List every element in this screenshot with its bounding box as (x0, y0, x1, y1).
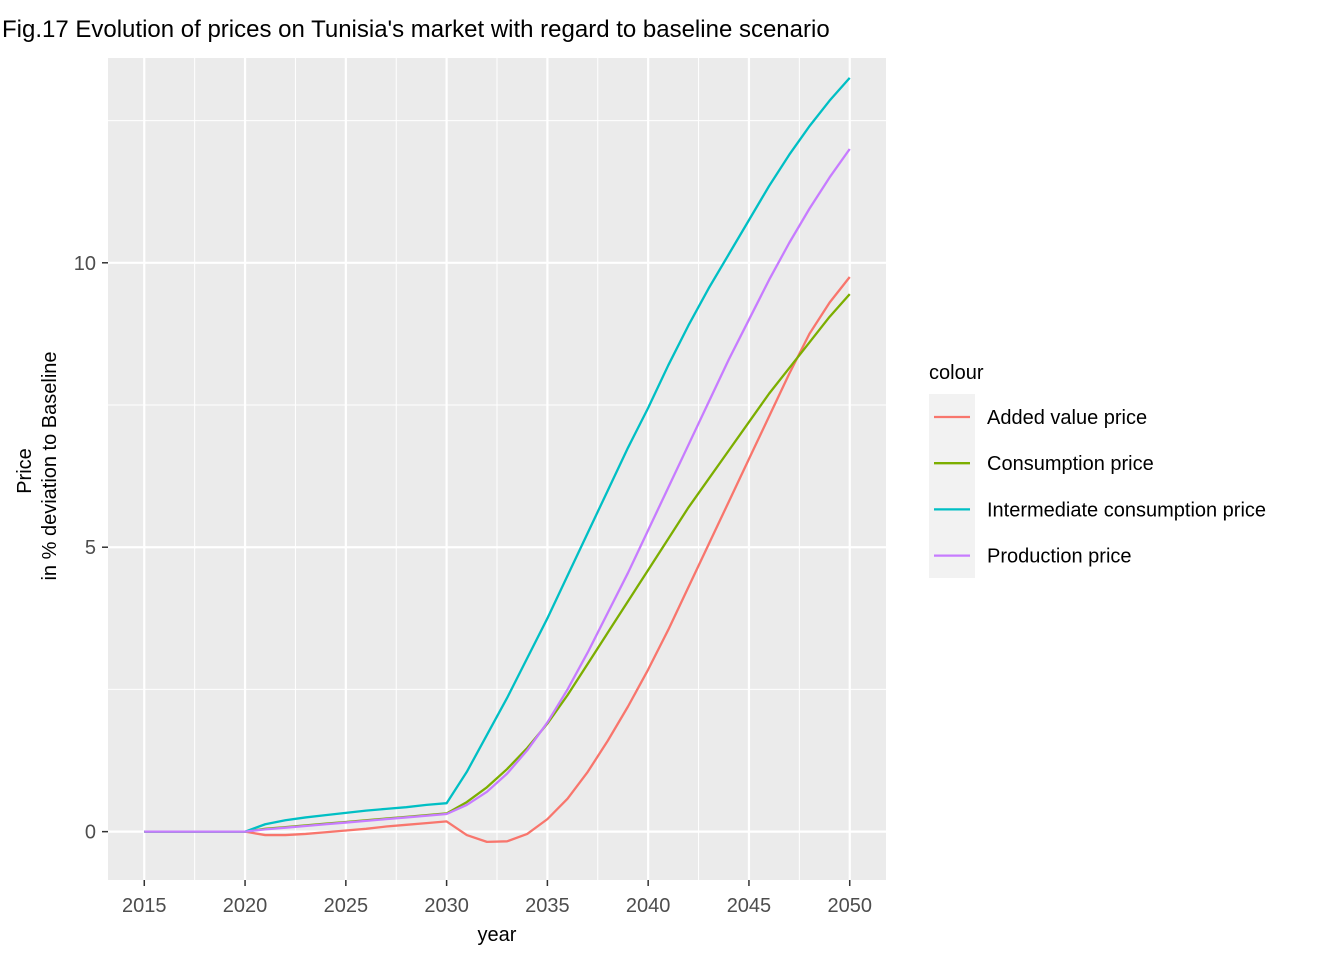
legend: colour Added value price Consumption pric… (929, 362, 1266, 578)
x-axis-title: year (478, 924, 517, 946)
legend-label-3: Intermediate consumption price (987, 499, 1266, 521)
series-lines (144, 77, 851, 844)
legend-title: colour (929, 362, 984, 384)
legend-label-1: Added value price (987, 407, 1147, 429)
y-tick-label: 0 (85, 822, 96, 844)
y-tick-label: 10 (74, 253, 96, 275)
y-tick-label: 5 (85, 537, 96, 559)
series-line-3 (144, 77, 851, 833)
x-tick-label: 2025 (324, 895, 369, 917)
x-tick-label: 2040 (626, 895, 671, 917)
series-line-1 (144, 276, 851, 844)
legend-label-4: Production price (987, 546, 1132, 568)
legend-label-2: Consumption price (987, 453, 1154, 475)
y-axis: 0 5 10 (74, 253, 108, 844)
plot-grid (108, 58, 886, 880)
x-tick-label: 2015 (122, 895, 167, 917)
x-tick-label: 2035 (525, 895, 570, 917)
legend-key-background (929, 394, 975, 578)
x-axis: 2015 2020 2025 2030 2035 2040 2045 2050 (122, 880, 872, 917)
x-tick-label: 2045 (727, 895, 772, 917)
x-tick-label: 2050 (827, 895, 872, 917)
y-axis-title-line-1: Price (14, 448, 36, 494)
x-tick-label: 2020 (223, 895, 268, 917)
y-axis-title-line-2: in % deviation to Baseline (39, 351, 61, 580)
series-line-4 (144, 148, 851, 833)
x-tick-label: 2030 (424, 895, 469, 917)
chart-title: Fig.17 Evolution of prices on Tunisia's … (2, 16, 830, 43)
